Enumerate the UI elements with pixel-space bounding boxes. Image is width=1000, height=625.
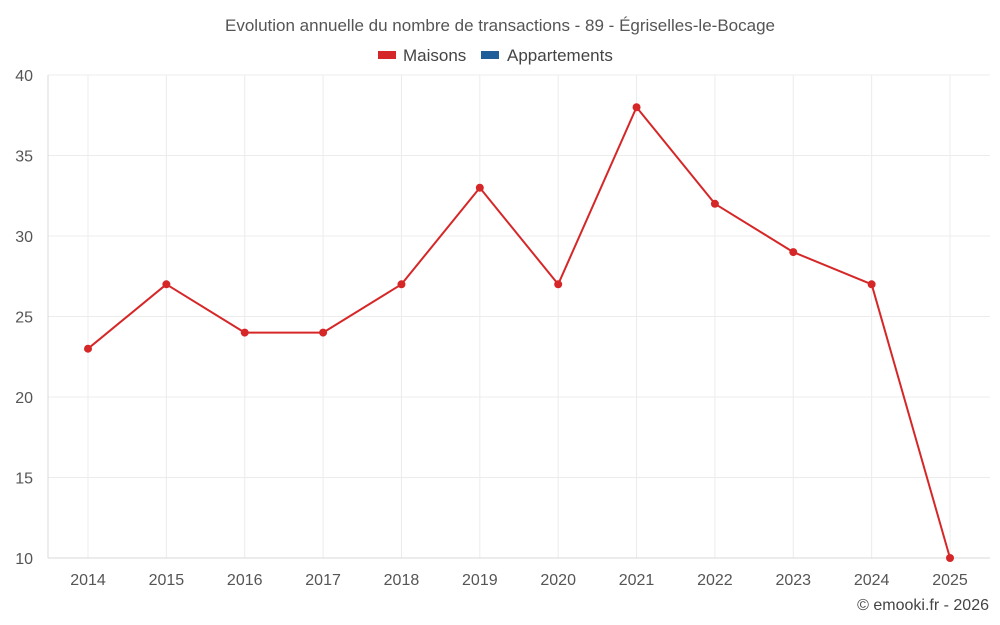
data-point-maisons-2014[interactable] — [84, 344, 92, 353]
data-point-maisons-2016[interactable] — [240, 328, 249, 337]
data-point-maisons-2017[interactable] — [319, 328, 328, 337]
y-tick-label: 20 — [15, 390, 33, 407]
x-tick-label: 2022 — [697, 572, 733, 589]
data-point-maisons-2020[interactable] — [554, 280, 563, 289]
legend-item-appartements[interactable]: Appartements — [481, 46, 613, 65]
data-point-maisons-2025[interactable] — [946, 554, 954, 562]
data-point-maisons-2023[interactable] — [789, 248, 798, 257]
series-line-maisons — [87, 106, 951, 559]
legend-label-appartements: Appartements — [507, 46, 613, 65]
chart-title: Evolution annuelle du nombre de transact… — [225, 16, 775, 35]
data-point-maisons-2015[interactable] — [162, 280, 171, 289]
data-point-maisons-2018[interactable] — [397, 280, 406, 289]
data-point-maisons-2021[interactable] — [632, 103, 641, 112]
series-layer — [84, 103, 954, 562]
y-tick-label: 25 — [15, 310, 33, 327]
legend: Maisons Appartements — [378, 46, 613, 65]
legend-label-maisons: Maisons — [403, 46, 466, 65]
credit-text: © emooki.fr - 2026 — [857, 597, 989, 614]
x-tick-label: 2023 — [775, 572, 811, 589]
y-tick-label: 15 — [15, 471, 33, 488]
data-point-maisons-2019[interactable] — [475, 183, 484, 192]
x-tick-label: 2016 — [227, 572, 263, 589]
y-tick-label: 10 — [15, 551, 33, 568]
x-tick-label: 2015 — [149, 572, 185, 589]
legend-swatch-maisons — [378, 51, 396, 59]
y-tick-label: 30 — [15, 229, 33, 246]
x-tick-label: 2020 — [540, 572, 576, 589]
grid — [48, 74, 990, 558]
x-tick-label: 2014 — [70, 572, 106, 589]
x-tick-label: 2018 — [384, 572, 420, 589]
x-tick-label: 2019 — [462, 572, 498, 589]
y-tick-label: 35 — [15, 149, 33, 166]
x-tick-label: 2021 — [619, 572, 655, 589]
data-point-maisons-2022[interactable] — [710, 199, 719, 208]
x-tick-label: 2017 — [305, 572, 341, 589]
data-point-maisons-2024[interactable] — [867, 280, 876, 289]
x-tick-label: 2025 — [932, 572, 968, 589]
x-tick-label: 2024 — [854, 572, 890, 589]
y-tick-label: 40 — [15, 68, 33, 85]
legend-swatch-appartements — [481, 51, 499, 59]
legend-item-maisons[interactable]: Maisons — [378, 46, 466, 65]
